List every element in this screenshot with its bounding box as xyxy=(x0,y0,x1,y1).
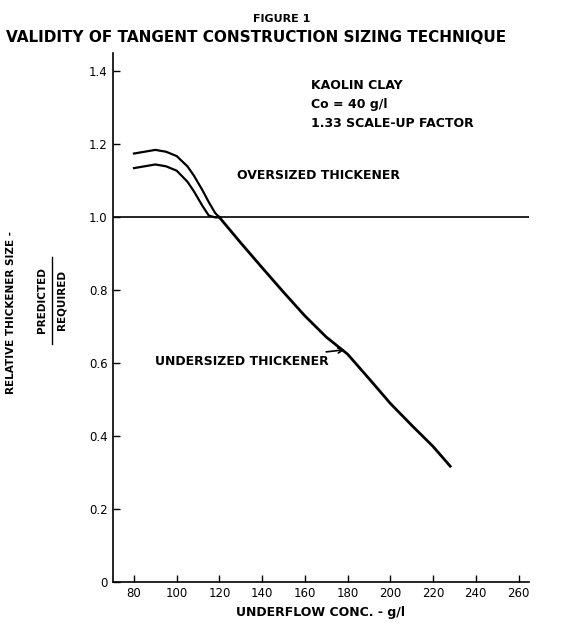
Text: VALIDITY OF TANGENT CONSTRUCTION SIZING TECHNIQUE: VALIDITY OF TANGENT CONSTRUCTION SIZING … xyxy=(6,30,506,45)
X-axis label: UNDERFLOW CONC. - g/l: UNDERFLOW CONC. - g/l xyxy=(236,605,405,618)
Text: RELATIVE THICKENER SIZE -: RELATIVE THICKENER SIZE - xyxy=(6,232,16,394)
Text: OVERSIZED THICKENER: OVERSIZED THICKENER xyxy=(236,169,400,182)
Text: REQUIRED: REQUIRED xyxy=(57,270,67,331)
Text: UNDERSIZED THICKENER: UNDERSIZED THICKENER xyxy=(155,348,343,368)
Text: PREDICTED: PREDICTED xyxy=(37,267,47,334)
Text: KAOLIN CLAY
Co = 40 g/l
1.33 SCALE-UP FACTOR: KAOLIN CLAY Co = 40 g/l 1.33 SCALE-UP FA… xyxy=(311,79,474,130)
Text: FIGURE 1: FIGURE 1 xyxy=(253,14,310,24)
